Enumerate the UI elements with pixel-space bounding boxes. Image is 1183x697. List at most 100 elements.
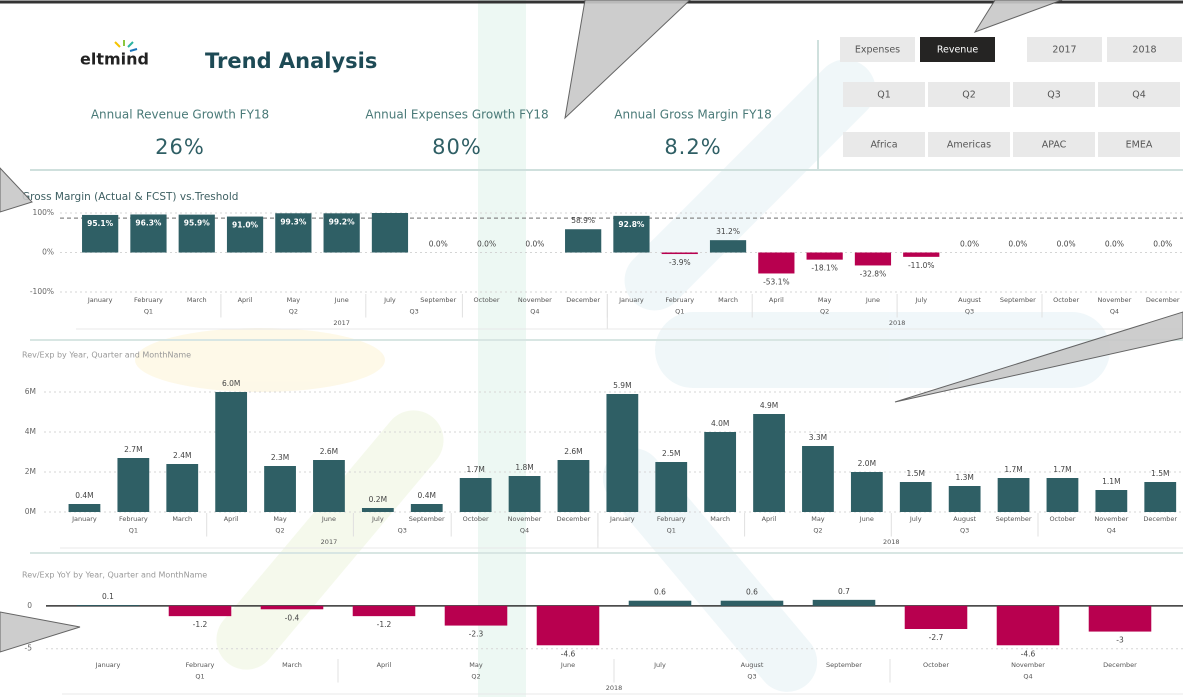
slicer-button-bg — [840, 37, 915, 62]
bar — [215, 392, 248, 512]
slicer-button[interactable]: 2017 — [1027, 37, 1102, 62]
x-tick-label: April — [377, 661, 392, 669]
watermark-band — [216, 410, 444, 670]
bar — [459, 478, 492, 512]
x-tick-label: June — [865, 296, 880, 304]
x-tick-label: November — [518, 296, 552, 304]
slicer-button-label: Revenue — [937, 45, 979, 56]
bar — [1046, 478, 1079, 512]
x-tick-label: September — [409, 515, 445, 523]
x-tick-label: September — [420, 296, 456, 304]
x-tick-label: February — [665, 296, 694, 304]
x-tick-label: May — [287, 296, 301, 304]
x-tick-label: June — [859, 515, 874, 523]
data-label: 2.3M — [271, 453, 289, 462]
slicers: Expenses Revenue 2017 2018 Q1 Q2 Q3 Q4 Africa Ame… — [840, 37, 1182, 157]
data-label: 5.9M — [613, 381, 631, 390]
data-label: 2.0M — [858, 459, 876, 468]
slicer-button-label: Q4 — [1132, 90, 1146, 101]
slicer-button[interactable]: Americas — [928, 132, 1010, 157]
quarter-label: Q3 — [409, 308, 418, 316]
data-label: 0.0% — [525, 240, 544, 249]
bar — [903, 252, 940, 257]
data-label: 4.0M — [711, 419, 729, 428]
data-label: 3.3M — [809, 433, 827, 442]
slicer-button-bg — [1027, 37, 1102, 62]
bar — [536, 605, 600, 646]
watermark-band — [478, 0, 526, 697]
bar — [226, 216, 264, 253]
bar — [178, 214, 215, 253]
slicer-button[interactable]: Africa — [843, 132, 925, 157]
x-tick-label: December — [1146, 296, 1180, 304]
bar — [275, 213, 312, 253]
data-label: 0.4M — [75, 491, 93, 500]
slicer-button[interactable]: Q4 — [1098, 82, 1180, 107]
data-label: 6.0M — [222, 379, 240, 388]
slicer-button-label: Q3 — [1047, 90, 1061, 101]
slicer-button[interactable]: Expenses — [840, 37, 915, 62]
bar — [996, 605, 1060, 646]
bar — [508, 476, 541, 512]
x-tick-label: January — [609, 515, 635, 523]
slicer-button-label: Expenses — [855, 45, 900, 56]
data-label: 1.7M — [1004, 465, 1022, 474]
slicer-button-label: 2018 — [1132, 45, 1156, 56]
data-label: -4.6 — [1021, 649, 1036, 658]
chart-title: Rev/Exp YoY by Year, Quarter and MonthNa… — [22, 571, 207, 580]
slicer-button[interactable]: EMEA — [1098, 132, 1180, 157]
x-tick-label: August — [741, 661, 764, 669]
x-tick-label: January — [95, 661, 121, 669]
data-label: 0.0% — [1153, 240, 1172, 249]
bar — [1095, 490, 1128, 512]
data-label: 2.6M — [320, 447, 338, 456]
slicer-button[interactable]: Q1 — [843, 82, 925, 107]
slicer-button[interactable]: APAC — [1013, 132, 1095, 157]
slicer-button[interactable]: Q2 — [928, 82, 1010, 107]
x-tick-label: July — [653, 661, 666, 669]
logo-ray — [129, 48, 138, 52]
data-label: 0.0% — [960, 240, 979, 249]
slicer-button-label: Africa — [870, 140, 897, 151]
x-tick-label: January — [618, 296, 644, 304]
charts: Gross Margin (Actual & FCST) vs.Treshold… — [22, 191, 1183, 695]
data-label: 0.0% — [1008, 240, 1027, 249]
data-label: 95.9% — [184, 219, 211, 228]
data-label: 91.0% — [232, 221, 259, 230]
callout — [973, 0, 1063, 33]
quarter-label: Q2 — [813, 527, 822, 535]
slicer-button[interactable]: 2018 — [1107, 37, 1182, 62]
watermark-band — [624, 59, 876, 311]
quarter-label: Q4 — [530, 308, 539, 316]
kpi-value: 26% — [155, 135, 205, 159]
quarter-label: Q4 — [1110, 308, 1119, 316]
quarter-label: Q3 — [398, 527, 407, 535]
data-label: -11.0% — [908, 261, 935, 270]
bar — [899, 482, 932, 512]
slicer-button[interactable]: Revenue — [920, 37, 995, 62]
watermark-band — [655, 312, 1110, 388]
quarter-label: Q1 — [129, 527, 138, 535]
bar — [76, 605, 140, 606]
x-tick-label: November — [1011, 661, 1045, 669]
data-label: -1.2 — [193, 620, 208, 629]
bar — [1144, 482, 1177, 512]
slicer-button-bg — [1013, 132, 1095, 157]
data-label: 0.1 — [102, 592, 114, 601]
x-tick-label: July — [914, 296, 927, 304]
data-label: 1.1M — [1102, 477, 1120, 486]
x-tick-label: February — [134, 296, 163, 304]
slicer-button[interactable]: Q3 — [1013, 82, 1095, 107]
bar — [117, 458, 150, 512]
bar — [352, 605, 416, 617]
x-tick-label: October — [463, 515, 489, 523]
bar — [613, 215, 650, 253]
quarter-label: Q1 — [195, 673, 204, 681]
y-tick-label: 0 — [27, 601, 32, 610]
quarter-label: Q1 — [675, 308, 684, 316]
data-label: 1.8M — [515, 463, 533, 472]
bar — [410, 504, 443, 512]
slicer-button-bg — [1013, 82, 1095, 107]
bar — [264, 466, 296, 512]
data-label: -4.6 — [561, 649, 576, 658]
